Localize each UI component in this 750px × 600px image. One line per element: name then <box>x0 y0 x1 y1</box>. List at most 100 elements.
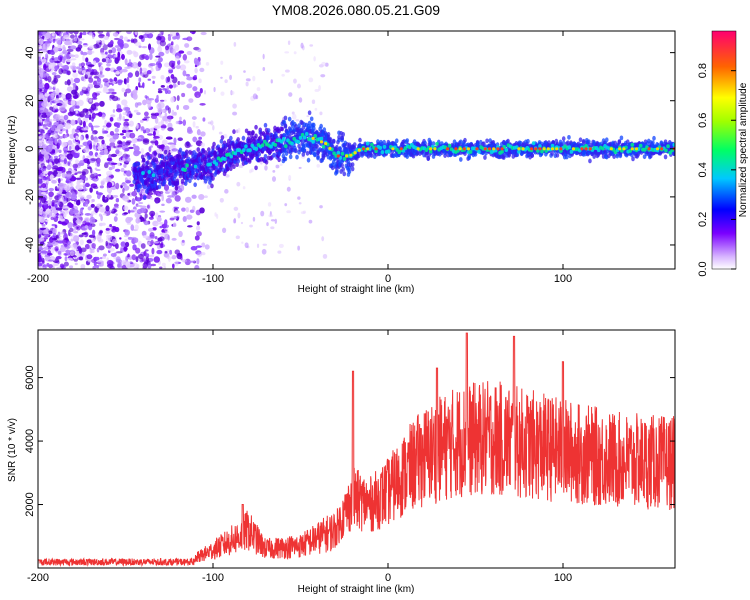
spectrogram-noise-mark <box>96 40 101 43</box>
spectrogram-noise-mark <box>48 205 52 209</box>
spectrogram-noise-mark <box>176 95 180 102</box>
spectrogram-noise-mark <box>167 76 171 83</box>
spectrogram-noise-mark <box>201 252 206 256</box>
spectrogram-noise-mark <box>73 258 78 262</box>
spectrogram-noise-mark <box>270 226 275 230</box>
spectrogram-band-mark <box>331 138 336 144</box>
spectrogram-band-mark <box>350 166 355 172</box>
spectrogram-noise-mark <box>81 207 85 210</box>
spectrogram-noise-mark <box>151 247 155 255</box>
spectrogram-noise-mark <box>42 170 49 174</box>
spectrogram-noise-mark <box>93 75 100 79</box>
spectrogram-noise-mark <box>195 209 201 216</box>
spectrogram-noise-mark <box>171 148 178 152</box>
spectrogram-noise-mark <box>249 224 253 228</box>
spectrogram-noise-mark <box>293 51 297 55</box>
spectrogram-noise-mark <box>297 196 301 200</box>
spectrogram-noise-mark <box>96 154 102 158</box>
spectrogram-noise-mark <box>84 243 90 250</box>
spectrogram-noise-mark <box>142 99 147 106</box>
spectrogram-noise-mark <box>55 108 59 112</box>
spectrogram-noise-mark <box>38 60 43 66</box>
spectrogram-noise-mark <box>195 245 202 248</box>
spectrogram-noise-mark <box>123 212 128 215</box>
spectrogram-noise-mark <box>121 99 128 106</box>
spectrogram-noise-mark <box>222 227 227 233</box>
spectrogram-noise-mark <box>164 45 169 51</box>
spectrogram-noise-mark <box>129 120 134 127</box>
spectrogram-noise-mark <box>171 109 175 117</box>
spectrogram-noise-mark <box>43 246 48 250</box>
spectrogram-noise-mark <box>75 110 79 114</box>
spectrogram-noise-mark <box>103 148 108 155</box>
spectrogram-noise-mark <box>146 70 152 75</box>
spectrogram-noise-mark <box>159 191 164 195</box>
spectrogram-noise-mark <box>107 58 112 64</box>
spectrogram-noise-mark <box>87 224 93 231</box>
spectrogram-noise-mark <box>115 149 120 155</box>
spectrogram-noise-mark <box>80 76 85 82</box>
spectrogram-noise-mark <box>179 184 185 192</box>
spectrogram-noise-mark <box>171 191 176 198</box>
spectrogram-noise-mark <box>171 48 176 55</box>
spectrogram-band-mark <box>146 160 150 165</box>
spectrogram-noise-mark <box>196 221 200 226</box>
spectrogram-band-mark <box>228 144 232 150</box>
spectrogram-noise-mark <box>266 222 269 227</box>
spectrogram-noise-mark <box>322 253 328 259</box>
spectrogram-noise-mark <box>171 62 174 68</box>
spectrogram-noise-mark <box>81 70 86 74</box>
spectrogram-noise-mark <box>73 84 76 88</box>
spectrogram-band-mark <box>205 176 210 181</box>
spectrogram-noise-mark <box>192 121 196 128</box>
spectrogram-noise-mark <box>60 231 65 235</box>
spectrogram-noise-mark <box>40 188 47 191</box>
spectrogram-noise-mark <box>186 50 193 56</box>
spectrogram-noise-mark <box>158 57 163 63</box>
spectrogram-noise-mark <box>46 262 50 267</box>
spectrogram-noise-mark <box>75 250 80 257</box>
spectrogram-noise-mark <box>167 234 170 241</box>
spectrogram-noise-mark <box>104 119 107 126</box>
spectrogram-noise-mark <box>116 258 121 263</box>
spectrogram-noise-mark <box>69 208 76 215</box>
spectrogram-noise-mark <box>91 199 95 203</box>
spectrogram-noise-mark <box>41 58 47 64</box>
spectrogram-noise-mark <box>284 203 288 207</box>
spectrogram-band-mark <box>295 154 299 160</box>
spectrogram-noise-mark <box>64 174 72 177</box>
spectrogram-noise-mark <box>160 84 165 88</box>
spectrogram-noise-mark <box>108 247 115 252</box>
spectrogram-noise-mark <box>94 167 98 171</box>
spectrogram-noise-mark <box>133 109 139 113</box>
spectrogram-noise-mark <box>70 34 75 39</box>
spectrogram-noise-mark <box>272 169 276 173</box>
spectrogram-noise-mark <box>150 67 154 72</box>
spectrogram-noise-mark <box>197 61 202 66</box>
spectrogram-noise-mark <box>76 66 81 70</box>
spectrogram-noise-mark <box>74 54 79 59</box>
spectrogram-noise-mark <box>88 98 93 103</box>
spectrogram-band-mark <box>133 162 138 168</box>
spectrogram-noise-mark <box>181 239 185 243</box>
spectrogram-noise-mark <box>164 251 168 254</box>
spectrogram-noise-mark <box>140 243 146 249</box>
spectrogram-noise-mark <box>224 189 229 194</box>
spectrogram-noise-mark <box>139 67 143 74</box>
spectrogram-noise-mark <box>156 223 159 226</box>
spectrogram-noise-mark <box>125 216 132 224</box>
spectrogram-noise-mark <box>49 118 53 122</box>
spectrogram-noise-mark <box>96 162 101 167</box>
spectrogram-band-mark <box>263 153 268 159</box>
spectrogram-band-mark <box>184 149 189 155</box>
spectrogram-noise-mark <box>97 145 104 151</box>
spectrogram-noise-mark <box>88 151 94 156</box>
spectrogram-scatter <box>38 31 329 269</box>
spectrogram-band-mark <box>174 171 179 177</box>
spectrogram-band-mark <box>203 150 208 156</box>
spectrogram-noise-mark <box>72 152 80 159</box>
spectrogram-noise-mark <box>57 139 62 146</box>
spectrogram-noise-mark <box>309 44 314 47</box>
spectrogram-noise-mark <box>149 244 152 247</box>
spectrogram-noise-mark <box>48 155 53 162</box>
